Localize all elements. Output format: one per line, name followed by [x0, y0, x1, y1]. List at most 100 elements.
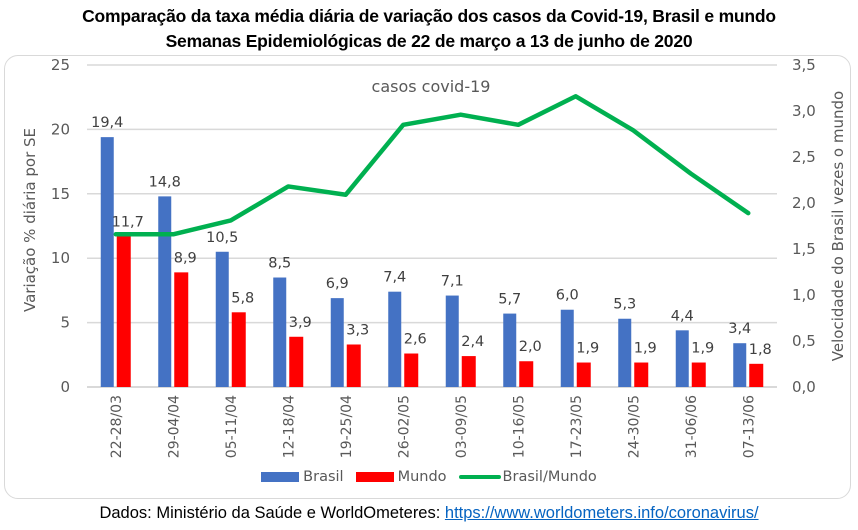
- y-tick-label: 0: [60, 378, 70, 396]
- bar-mundo: [404, 353, 419, 387]
- y2-tick-label: 1,5: [792, 240, 816, 258]
- data-label-mundo: 2,0: [519, 339, 542, 355]
- y-axis-right-title: Velocidade do Brasil vezes o mundo: [829, 91, 847, 361]
- bar-brasil: [560, 309, 574, 387]
- bar-mundo: [634, 362, 649, 387]
- legend: Brasil Mundo Brasil/Mundo: [0, 469, 858, 485]
- data-label-brasil: 10,5: [206, 230, 238, 246]
- x-tick-label: 17-23/05: [569, 395, 585, 458]
- y-axis-left-ticks: 0 5 10 15 20 25: [51, 56, 70, 396]
- y2-tick-label: 0,0: [792, 378, 816, 396]
- bar-brasil: [388, 291, 402, 387]
- data-label-brasil: 4,4: [671, 308, 694, 324]
- y-tick-label: 20: [51, 120, 70, 138]
- y-axis-right-ticks: 0,0 0,5 1,0 1,5 2,0 2,5 3,0 3,5: [792, 56, 816, 396]
- bar-mundo: [519, 361, 534, 387]
- data-label-brasil: 8,5: [268, 256, 291, 272]
- bar-brasil: [100, 137, 114, 387]
- data-label-brasil: 19,4: [91, 115, 123, 131]
- data-label-mundo: 11,7: [112, 214, 144, 230]
- y-tick-label: 10: [51, 249, 70, 267]
- source-link[interactable]: https://www.worldometers.info/coronaviru…: [444, 504, 759, 522]
- bar-mundo: [691, 362, 706, 387]
- bar-brasil: [158, 196, 172, 387]
- data-label-brasil: 7,1: [441, 274, 464, 290]
- x-tick-label: 22-28/03: [109, 395, 125, 458]
- legend-label-ratio: Brasil/Mundo: [502, 469, 597, 485]
- y2-tick-label: 1,0: [792, 286, 816, 304]
- x-tick-label: 24-30/05: [626, 395, 642, 458]
- bars: [100, 137, 764, 387]
- bar-mundo: [576, 362, 591, 387]
- legend-item-mundo: Mundo: [355, 469, 447, 485]
- y2-tick-label: 0,5: [792, 332, 816, 350]
- data-label-mundo: 3,3: [346, 322, 369, 338]
- y2-tick-label: 3,5: [792, 56, 816, 74]
- x-tick-label: 07-13/06: [741, 395, 757, 458]
- data-label-brasil: 6,9: [326, 276, 349, 292]
- data-label-mundo: 2,6: [404, 332, 427, 348]
- bar-mundo: [174, 272, 189, 387]
- ratio-line: [113, 94, 751, 237]
- x-tick-label: 26-02/05: [396, 395, 412, 458]
- source-note: Dados: Ministério da Saúde e WorldOmeter…: [0, 504, 858, 523]
- data-label-mundo: 2,4: [461, 334, 484, 350]
- y-tick-label: 25: [51, 56, 70, 74]
- chart-frame: [4, 55, 851, 499]
- bar-mundo: [461, 356, 476, 387]
- y2-tick-label: 3,0: [792, 102, 816, 120]
- bar-brasil: [330, 298, 344, 387]
- y-axis-left-title: Variação % diária por SE: [21, 128, 39, 312]
- bar-mundo: [289, 336, 304, 387]
- y-tick-label: 15: [51, 185, 70, 203]
- data-labels: 19,4 11,7 14,8 8,9 10,5 5,8 8,5 3,9 6,9 3,3 7,4 2,6…: [91, 115, 772, 358]
- data-label-mundo: 3,9: [289, 315, 312, 331]
- bar-brasil: [618, 318, 632, 387]
- data-label-brasil: 14,8: [149, 174, 181, 190]
- chart-title: Comparação da taxa média diária de varia…: [82, 6, 776, 26]
- bar-brasil: [503, 313, 517, 387]
- bar-brasil: [215, 251, 229, 387]
- legend-swatch-ratio: [458, 475, 501, 479]
- data-label-mundo: 8,9: [174, 250, 197, 266]
- y2-tick-label: 2,5: [792, 148, 816, 166]
- bar-mundo: [116, 236, 131, 387]
- x-tick-label: 03-09/05: [454, 395, 470, 458]
- bar-mundo: [231, 312, 246, 387]
- data-label-mundo: 1,9: [576, 341, 599, 357]
- y2-tick-label: 2,0: [792, 194, 816, 212]
- legend-swatch-brasil: [261, 472, 300, 482]
- bar-brasil: [733, 343, 747, 387]
- x-tick-label: 31-06/06: [684, 395, 700, 458]
- legend-swatch-mundo: [355, 472, 394, 482]
- data-label-brasil: 6,0: [556, 288, 579, 304]
- legend-item-brasil: Brasil: [261, 469, 344, 485]
- data-label-brasil: 3,4: [728, 321, 751, 337]
- bar-brasil: [273, 277, 287, 387]
- legend-label-brasil: Brasil: [303, 469, 344, 485]
- ratio-line-group: [113, 94, 751, 237]
- x-tick-label: 12-18/04: [281, 395, 297, 458]
- x-axis-ticks: 22-28/03 29-04/04 05-11/04 12-18/04 19-25/04…: [109, 395, 758, 458]
- gridlines: [87, 64, 777, 388]
- bar-brasil: [675, 330, 689, 387]
- data-label-mundo: 1,8: [749, 342, 772, 358]
- bar-mundo: [749, 363, 764, 387]
- x-tick-label: 19-25/04: [339, 395, 355, 458]
- data-label-mundo: 1,9: [634, 341, 657, 357]
- data-label-mundo: 5,8: [231, 290, 254, 306]
- data-label-mundo: 1,9: [691, 341, 714, 357]
- x-tick-label: 10-16/05: [511, 395, 527, 458]
- data-label-brasil: 5,3: [613, 297, 636, 313]
- legend-item-ratio: Brasil/Mundo: [458, 469, 597, 485]
- bar-mundo: [346, 344, 361, 387]
- x-tick-label: 29-04/04: [166, 395, 182, 458]
- chart-annotation: casos covid-19: [372, 77, 491, 96]
- chart-subtitle: Semanas Epidemiológicas de 22 de março a…: [165, 31, 693, 51]
- data-label-brasil: 7,4: [383, 270, 406, 286]
- bar-brasil: [445, 295, 459, 387]
- x-tick-label: 05-11/04: [224, 395, 240, 458]
- legend-label-mundo: Mundo: [397, 469, 447, 485]
- data-label-brasil: 5,7: [498, 292, 521, 308]
